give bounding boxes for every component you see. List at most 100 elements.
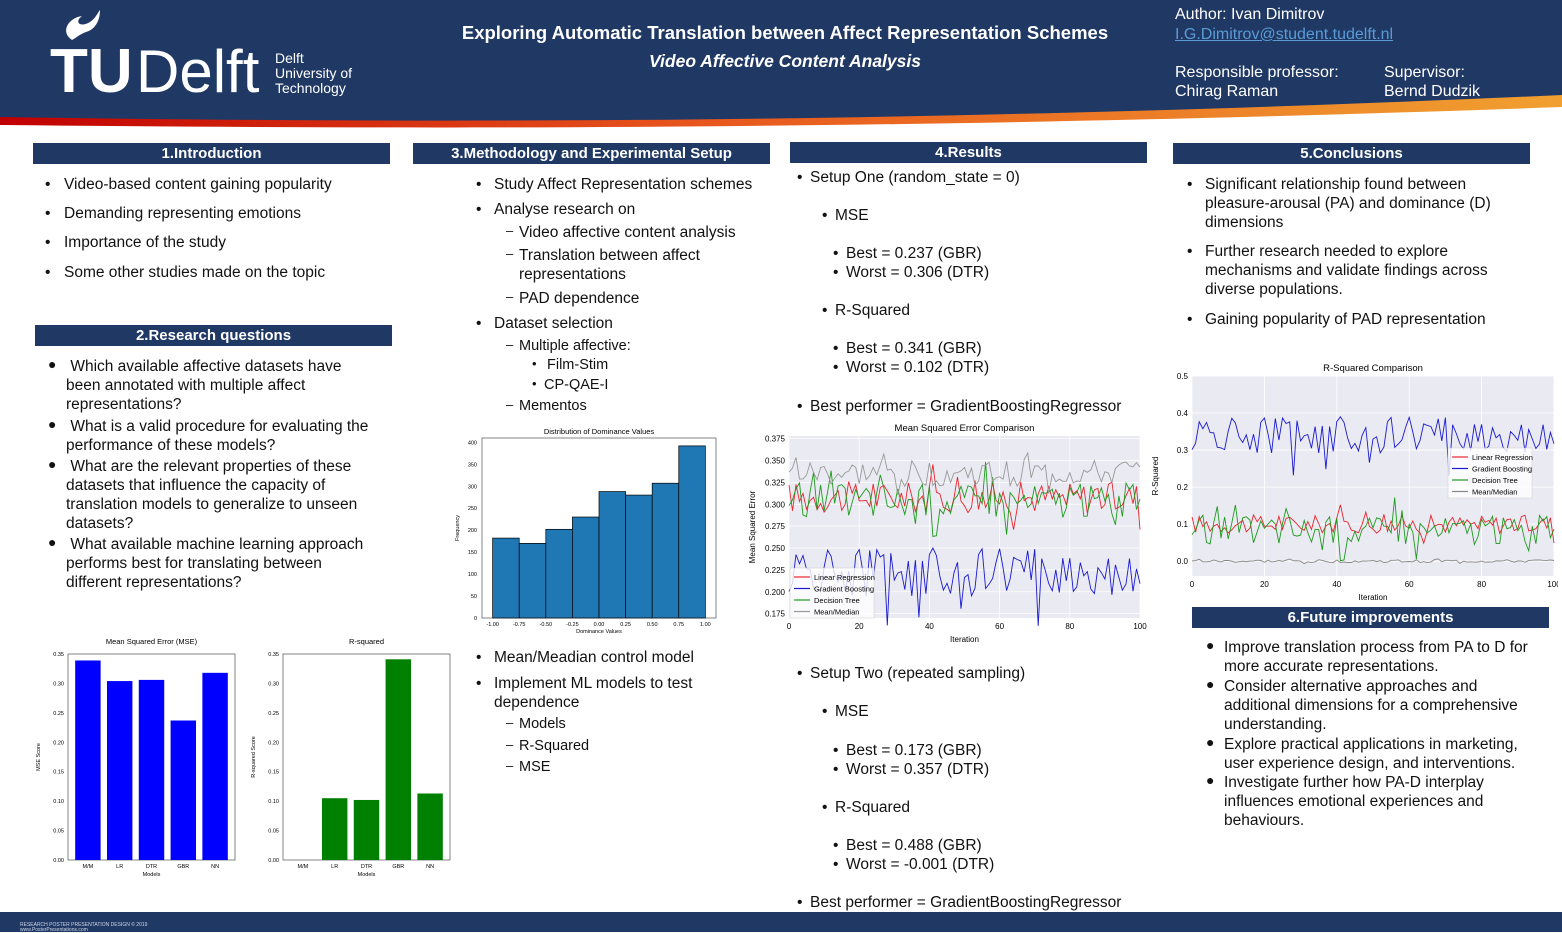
x-tick-label: DTR [361, 864, 372, 870]
poster-title: Exploring Automatic Translation between … [461, 22, 1109, 43]
results-best-performer: Best performer = GradientBoostingRegress… [810, 398, 1122, 415]
chart-title: Mean Squared Error Comparison [895, 423, 1035, 434]
x-axis-label: Iteration [1359, 593, 1388, 600]
methodology-heading: 3.Methodology and Experimental Setup [413, 143, 770, 164]
x-tick-label: 80 [1065, 622, 1074, 631]
poster-footer: RESEARCH POSTER PRESENTATION DESIGN © 20… [0, 912, 1562, 933]
histogram-bar [572, 516, 600, 619]
x-tick-label: 0.25 [620, 622, 631, 628]
y-axis-label: Frequency [455, 515, 461, 541]
legend-label: Linear Regression [814, 573, 875, 582]
x-tick-label: DTR [146, 864, 157, 870]
poster-header: TU Delft Delft University of Technology … [0, 0, 1562, 132]
y-tick-label: 100 [468, 572, 477, 578]
y-tick-label: 0.250 [765, 544, 786, 553]
results-setup-two: Setup Two (repeated sampling) [810, 665, 1026, 682]
results-heading: 4.Results [790, 142, 1147, 163]
method-subitem: PAD dependence [519, 290, 640, 307]
y-tick-label: 0.10 [268, 799, 279, 805]
histogram-bar [492, 537, 520, 619]
y-tick-label: 0.25 [268, 711, 279, 717]
introduction-heading: 1.Introduction [33, 143, 390, 164]
method-subitem: MSE [519, 759, 551, 775]
histogram-bar [625, 494, 653, 619]
author: Author: Ivan Dimitrov [1175, 6, 1325, 23]
conclusion-item: Further research needed to explore mechan… [1205, 243, 1488, 298]
research-questions-heading: 2.Research questions [35, 325, 392, 346]
legend-label: Linear Regression [1472, 453, 1533, 462]
y-tick-label: 0.05 [53, 829, 64, 835]
x-tick-label: 80 [1477, 580, 1486, 589]
legend-label: Mean/Median [814, 608, 859, 617]
results-value: Best = 0.341 (GBR) [846, 340, 982, 357]
y-tick-label: 0.30 [268, 681, 279, 687]
y-tick-label: 0.0 [1177, 557, 1189, 566]
y-axis-label: Mean Squared Error [748, 490, 757, 563]
svg-text:Technology: Technology [275, 80, 346, 96]
x-tick-label: 0.00 [594, 622, 605, 628]
y-tick-label: 200 [468, 528, 477, 534]
y-tick-label: 0.225 [765, 566, 786, 575]
intro-item: Video-based content gaining popularity [64, 176, 332, 193]
histogram-bar [678, 445, 706, 619]
y-tick-label: 0.350 [765, 457, 786, 466]
dominance-histogram: Distribution of Dominance Values 0 50 100 15… [455, 427, 717, 635]
results-setup-one: Setup One (random_state = 0) [810, 169, 1020, 186]
future-item: Explore practical applications in market… [1224, 736, 1518, 772]
future-item: Improve translation process from PA to D… [1224, 639, 1528, 675]
x-axis-label: Iteration [950, 635, 979, 644]
conclusion-item: Significant relationship found between pl… [1205, 176, 1491, 231]
legend-label: Gradient Boosting [814, 585, 874, 594]
x-tick-label: 20 [1260, 580, 1269, 589]
x-tick-label: 20 [855, 622, 864, 631]
y-tick-label: 150 [468, 550, 477, 556]
x-tick-label: 0.75 [673, 622, 684, 628]
results-value: Worst = 0.306 (DTR) [846, 264, 990, 281]
chart-title: R-squared [349, 637, 384, 646]
dataset-item: Film-Stim [547, 357, 609, 373]
y-tick-label: 0.325 [765, 478, 786, 487]
method-subitem: R-Squared [519, 738, 590, 754]
supervisor-label: Supervisor: [1384, 64, 1465, 81]
y-tick-label: 300 [468, 484, 477, 490]
y-tick-label: 0.3 [1177, 446, 1189, 455]
y-tick-label: 400 [468, 440, 477, 446]
results-value: Best = 0.488 (GBR) [846, 837, 982, 854]
bar [202, 672, 228, 860]
y-tick-label: 350 [468, 462, 477, 468]
results-value: Best = 0.173 (GBR) [846, 742, 982, 759]
author-email-link[interactable]: I.G.Dimitrov@student.tudelft.nl [1175, 26, 1394, 43]
y-tick-label: 0.375 [765, 435, 786, 444]
legend [789, 567, 875, 619]
bar [321, 798, 348, 860]
y-tick-label: 0.175 [765, 610, 786, 619]
y-tick-label: 0 [474, 616, 477, 622]
y-tick-label: 50 [471, 594, 477, 600]
x-tick-label: 0.50 [647, 622, 658, 628]
method-subitem: Mementos [519, 398, 587, 414]
logo-delft-text: Delft [136, 38, 260, 100]
intro-item: Demanding representing emotions [64, 205, 301, 222]
y-tick-label: 0.20 [268, 740, 279, 746]
x-tick-label: 60 [995, 622, 1004, 631]
y-tick-label: 0.5 [1177, 372, 1189, 381]
results-value: Worst = -0.001 (DTR) [846, 856, 995, 873]
legend-label: Gradient Boosting [1472, 465, 1532, 474]
y-tick-label: 0.20 [53, 740, 64, 746]
method-subitem: Translation between affect representation… [519, 247, 700, 283]
y-tick-label: 0.30 [53, 681, 64, 687]
professor-name: Chirag Raman [1175, 83, 1279, 100]
svg-text:University of: University of [275, 65, 352, 81]
x-tick-label: -0.75 [513, 622, 526, 628]
intro-item: Some other studies made on the topic [64, 264, 326, 281]
bar [385, 659, 412, 860]
future-item: Investigate further how PA-D interplay in… [1224, 774, 1484, 829]
series-line [1191, 415, 1555, 476]
method-item: Analyse research on [494, 201, 636, 218]
x-tick-label: LR [116, 864, 123, 870]
tudelft-logo: TU Delft Delft University of Technology [50, 10, 370, 106]
research-question: What is a valid procedure for evaluating… [66, 418, 369, 454]
conclusions-heading: 5.Conclusions [1173, 143, 1530, 164]
method-item: Implement ML models to test dependence [494, 675, 693, 711]
header-swoosh [0, 95, 1562, 132]
